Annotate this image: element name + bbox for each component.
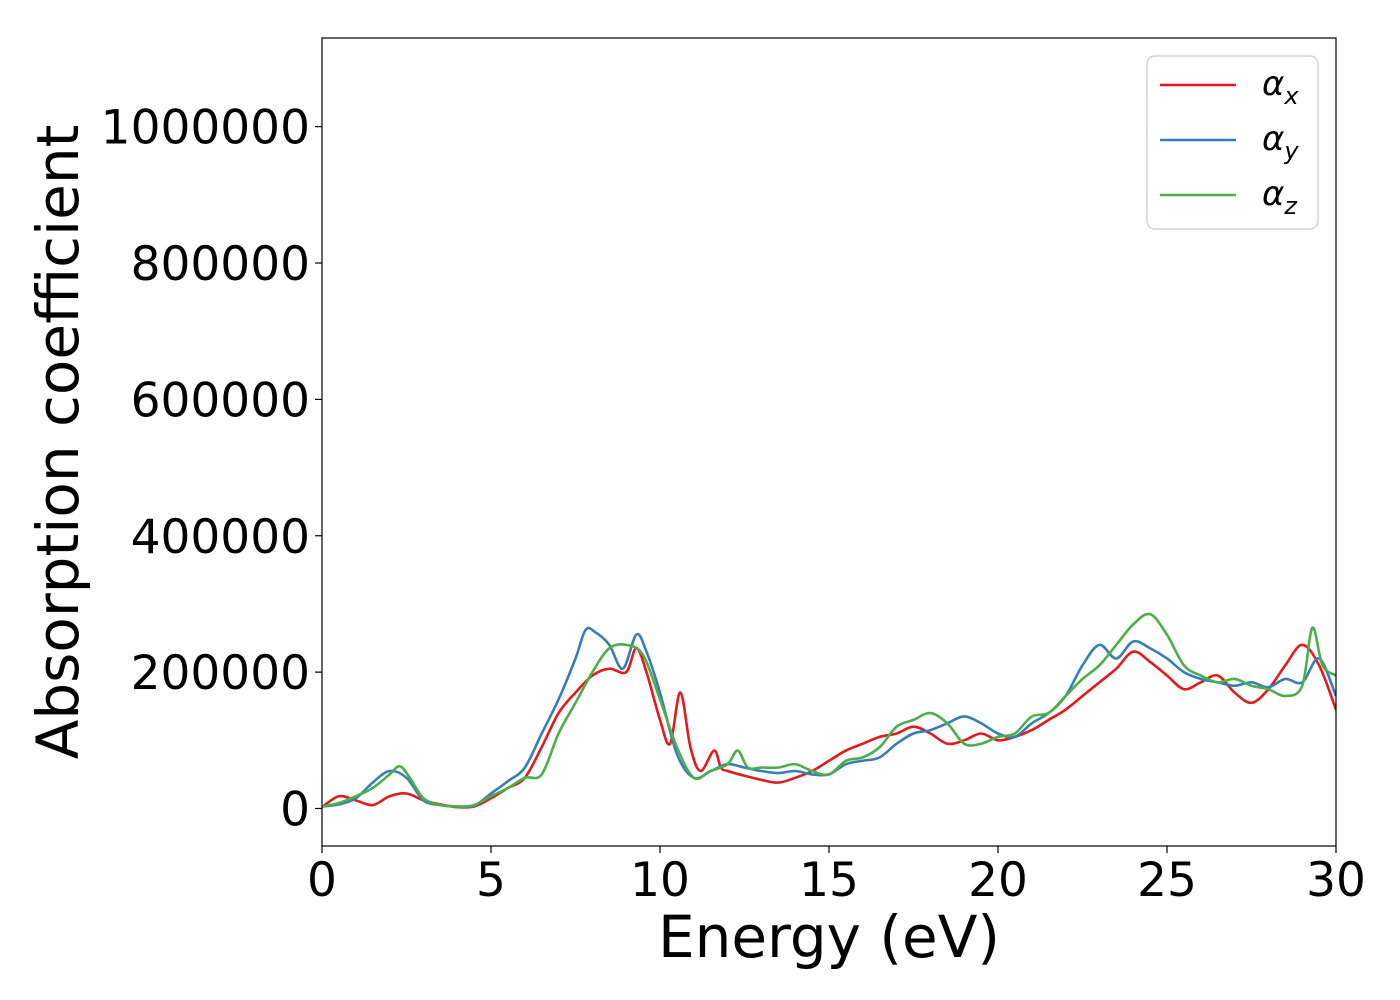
x-tick-label: 15 xyxy=(799,853,859,908)
x-tick-label: 5 xyxy=(476,853,506,908)
legend-box xyxy=(1146,55,1319,230)
y-tick-label: 0 xyxy=(280,782,310,837)
y-tick-label: 400000 xyxy=(131,510,310,565)
legend-label-alpha-x: αx xyxy=(1262,64,1299,110)
legend: αx αy αz xyxy=(1146,55,1319,230)
y-axis-label: Absorption coefficient xyxy=(24,125,92,760)
y-axis-ticks: 0 200000 400000 600000 800000 1000000 xyxy=(101,101,322,837)
y-tick-label: 1000000 xyxy=(101,101,310,156)
x-tick-label: 30 xyxy=(1306,853,1366,908)
x-axis-ticks: 0 5 10 15 20 25 30 xyxy=(307,846,1366,908)
x-tick-label: 0 xyxy=(307,853,337,908)
x-tick-label: 20 xyxy=(968,853,1028,908)
series-line-alpha-z xyxy=(322,612,1336,808)
y-tick-label: 800000 xyxy=(131,237,310,292)
x-axis-label: Energy (eV) xyxy=(658,903,1000,971)
y-tick-label: 600000 xyxy=(131,373,310,428)
series-layer xyxy=(322,612,1336,809)
y-tick-label: 200000 xyxy=(131,646,310,701)
plot-area xyxy=(322,612,1336,809)
legend-label-alpha-z: αz xyxy=(1262,174,1298,220)
series-line-alpha-y xyxy=(322,626,1336,809)
x-tick-label: 10 xyxy=(630,853,690,908)
legend-label-alpha-y: αy xyxy=(1262,119,1299,165)
x-tick-label: 25 xyxy=(1137,853,1197,908)
